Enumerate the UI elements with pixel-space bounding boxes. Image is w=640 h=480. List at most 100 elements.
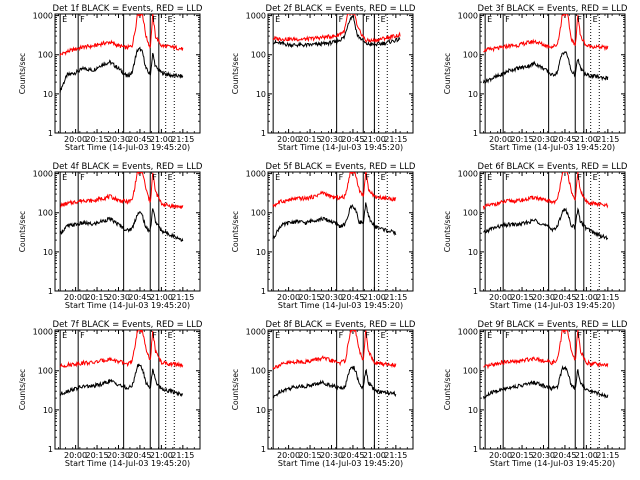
x-axis-label: Start Time (14-Jul-03 19:45:20) — [65, 143, 190, 152]
y-axis-label: Counts/sec — [231, 211, 240, 252]
chart-title: Det 5f BLACK = Events, RED = LLD — [266, 162, 416, 172]
x-tick-label: 20:00 — [489, 451, 512, 460]
y-tick-label: 1 — [473, 129, 478, 138]
flag-label: E — [62, 15, 67, 24]
y-tick-label: 10 — [468, 90, 478, 99]
x-tick-label: 20:00 — [489, 135, 512, 144]
x-tick-label: 20:30 — [532, 293, 555, 302]
y-tick-label: 1 — [48, 445, 53, 454]
flag-label: F — [365, 331, 370, 340]
series-line-lld — [483, 330, 609, 370]
series-line-lld — [482, 172, 609, 211]
flag-label: F — [505, 173, 510, 182]
plot-frame — [267, 329, 414, 450]
series-line-events — [272, 202, 397, 240]
x-tick-label: 21:15 — [384, 293, 407, 302]
x-tick-label: 21:15 — [384, 451, 407, 460]
plot-frame — [267, 171, 414, 292]
flag-label: E — [487, 331, 492, 340]
x-tick-label: 21:15 — [384, 135, 407, 144]
chart-title: Det 4f BLACK = Events, RED = LLD — [53, 162, 203, 172]
y-tick-label: 1 — [48, 287, 53, 296]
flag-label: E — [168, 173, 173, 182]
y-tick-label: 100 — [463, 51, 478, 60]
x-tick-label: 20:30 — [532, 135, 555, 144]
flag-label: F — [339, 15, 344, 24]
y-tick-label: 1000 — [246, 170, 266, 179]
chart-title: Det 1f BLACK = Events, RED = LLD — [53, 4, 203, 14]
plot-frame — [54, 171, 201, 292]
series-line-events — [272, 365, 397, 399]
series-line-lld — [60, 172, 184, 210]
chart-panel-9: Det 9f BLACK = Events, RED = LLD 1 10 100 10… — [443, 320, 628, 468]
x-tick-label: 21:15 — [596, 451, 619, 460]
series-line-lld — [59, 330, 184, 369]
x-tick-label: 20:15 — [86, 451, 109, 460]
chart-panel-7: Det 7f BLACK = Events, RED = LLD 1 10 100 10… — [18, 320, 203, 468]
x-tick-label: 20:30 — [107, 451, 130, 460]
flag-label: E — [487, 173, 492, 182]
series-line-lld — [272, 330, 397, 371]
x-tick-label: 20:45 — [553, 135, 576, 144]
chart-panel-3: Det 3f BLACK = Events, RED = LLD 1 10 100 10… — [443, 4, 628, 152]
plot-area — [482, 172, 609, 291]
x-axis-label: Start Time (14-Jul-03 19:45:20) — [65, 301, 190, 310]
y-tick-label: 10 — [43, 248, 53, 257]
x-tick-label: 21:15 — [171, 135, 194, 144]
y-tick-label: 1000 — [33, 170, 53, 179]
chart-title: Det 6f BLACK = Events, RED = LLD — [478, 162, 628, 172]
x-tick-label: 21:00 — [575, 135, 598, 144]
plot-frame — [267, 13, 414, 134]
series-line-lld — [483, 14, 609, 53]
series-line-events — [60, 208, 184, 242]
flag-label: F — [505, 15, 510, 24]
series-line-lld — [59, 14, 184, 57]
chart-title: Det 3f BLACK = Events, RED = LLD — [478, 4, 628, 14]
chart-panel-6: Det 6f BLACK = Events, RED = LLD 1 10 100 10… — [443, 162, 628, 310]
y-tick-label: 1 — [48, 129, 53, 138]
y-tick-label: 100 — [251, 367, 266, 376]
flag-label: E — [168, 15, 173, 24]
flag-label: F — [80, 15, 85, 24]
y-tick-label: 1 — [473, 445, 478, 454]
flag-label: E — [593, 331, 598, 340]
y-tick-label: 1000 — [458, 12, 478, 21]
series-line-events — [273, 14, 401, 49]
flag-label: E — [381, 15, 386, 24]
x-tick-label: 20:30 — [320, 293, 343, 302]
flag-label: E — [593, 15, 598, 24]
x-tick-label: 20:00 — [277, 293, 300, 302]
series-line-events — [59, 363, 184, 398]
flag-label: F — [365, 173, 370, 182]
series-line-events — [482, 51, 609, 85]
x-tick-label: 20:30 — [107, 135, 130, 144]
y-tick-label: 100 — [38, 209, 53, 218]
y-axis-label: Counts/sec — [231, 53, 240, 94]
chart-panel-1: Det 1f BLACK = Events, RED = LLD 1 10 100 10… — [18, 4, 203, 152]
plot-area — [272, 172, 397, 291]
y-tick-label: 10 — [43, 406, 53, 415]
flag-label: F — [577, 173, 582, 182]
x-tick-label: 21:00 — [150, 293, 173, 302]
x-axis-label: Start Time (14-Jul-03 19:45:20) — [278, 143, 403, 152]
y-axis-label: Counts/sec — [18, 211, 27, 252]
y-tick-label: 1 — [261, 287, 266, 296]
x-tick-label: 20:15 — [86, 293, 109, 302]
plot-frame — [54, 329, 201, 450]
flag-label: E — [381, 331, 386, 340]
y-axis-label: Counts/sec — [443, 369, 452, 410]
flag-label: F — [577, 15, 582, 24]
flag-label: E — [275, 173, 280, 182]
chart-panel-8: Det 8f BLACK = Events, RED = LLD 1 10 100 10… — [231, 320, 416, 468]
x-axis-label: Start Time (14-Jul-03 19:45:20) — [490, 301, 615, 310]
flag-label: F — [152, 331, 157, 340]
flag-label: F — [80, 173, 85, 182]
x-tick-label: 20:00 — [489, 293, 512, 302]
x-tick-label: 21:00 — [363, 451, 386, 460]
x-axis-label: Start Time (14-Jul-03 19:45:20) — [278, 459, 403, 468]
x-tick-label: 20:45 — [341, 293, 364, 302]
x-tick-label: 20:45 — [128, 293, 151, 302]
series-line-events — [482, 365, 609, 400]
flag-label: F — [505, 331, 510, 340]
